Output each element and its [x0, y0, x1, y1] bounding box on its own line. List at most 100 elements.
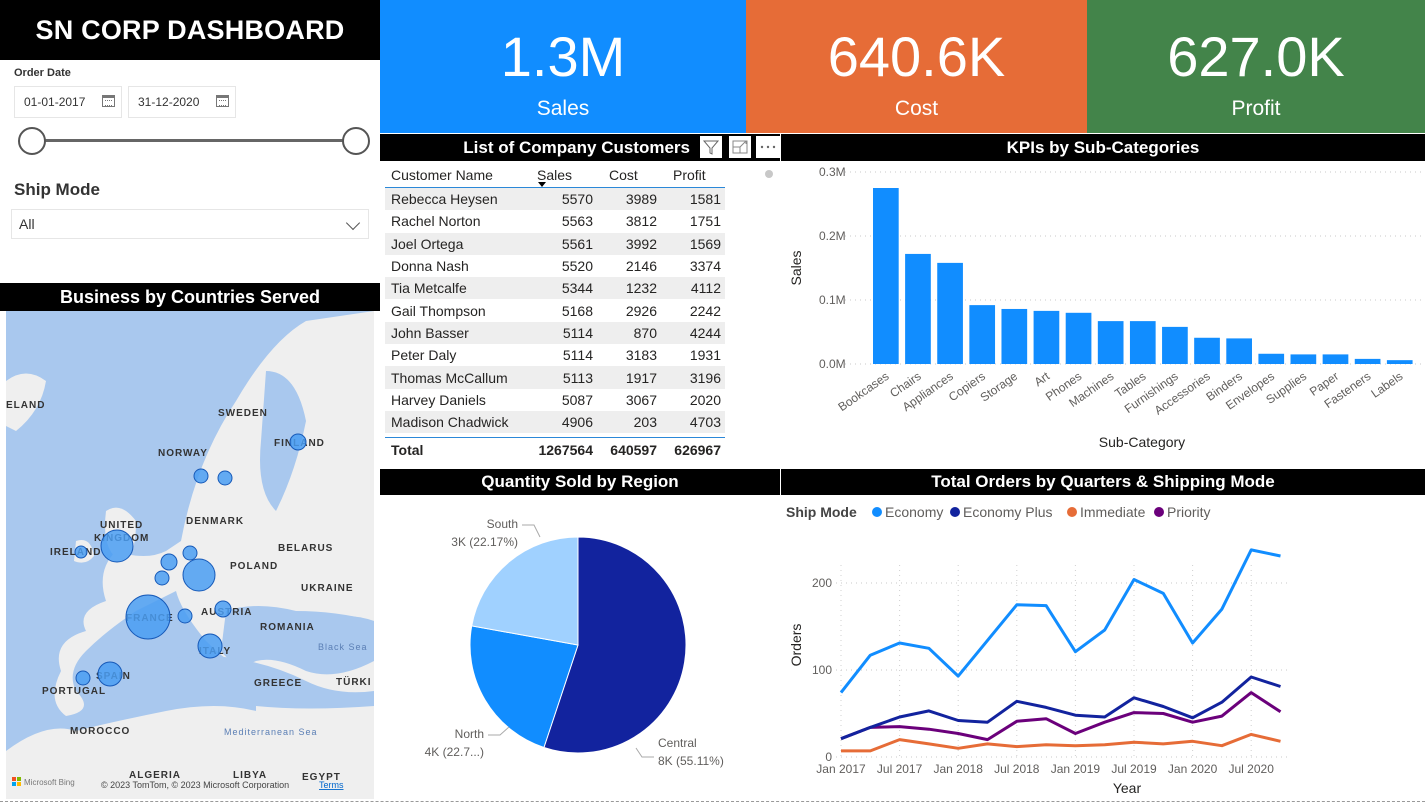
legend-marker[interactable]	[1154, 507, 1164, 517]
table-row[interactable]: Gail Thompson 5168 2926 2242	[385, 299, 725, 321]
map-bubble[interactable]	[182, 558, 216, 592]
map-label: Black Sea	[318, 642, 368, 652]
table-row[interactable]: Harvey Daniels 5087 3067 2020	[385, 389, 725, 411]
bing-logo	[12, 777, 21, 786]
bar-bookcases[interactable]	[873, 188, 899, 364]
x-tick-label: Labels	[1368, 369, 1405, 401]
bar-envelopes[interactable]	[1258, 353, 1285, 364]
kpi-label: Cost	[894, 97, 939, 120]
cell-profit: 4244	[689, 324, 721, 341]
table-row[interactable]: John Basser 5114 870 4244	[385, 321, 725, 345]
table-row[interactable]: Rebecca Heysen 5570 3989 1581	[385, 188, 725, 211]
table-row[interactable]: Joel Ortega 5561 3992 1569	[385, 232, 725, 255]
europe-map[interactable]: ELANDSWEDENFINLANDNORWAYDENMARKUNITEDKIN…	[6, 311, 374, 799]
cell-cost: 2926	[625, 302, 657, 319]
end-date-input[interactable]: 31-12-2020	[128, 86, 236, 118]
bar-supplies[interactable]	[1290, 354, 1317, 364]
line-series-priority[interactable]	[840, 691, 1282, 742]
pie-slice-north[interactable]	[469, 625, 579, 749]
col-header-cost[interactable]: Cost	[609, 166, 638, 183]
map-bubble[interactable]	[289, 433, 307, 451]
col-header-profit[interactable]: Profit	[673, 166, 706, 183]
pie-chart: Central 8K (55.11%) North 4K (22.7...) South…	[425, 517, 724, 768]
legend-marker[interactable]	[1067, 507, 1077, 517]
bar-labels[interactable]	[1386, 360, 1413, 364]
ship-mode-dropdown[interactable]: All	[11, 209, 369, 239]
map-label: DENMARK	[186, 516, 244, 527]
legend-item[interactable]: Economy	[885, 504, 943, 520]
cell-sales: 5168	[561, 302, 593, 319]
table-row[interactable]: Rachel Norton 5563 3812 1751	[385, 210, 725, 232]
cell-sales: 4906	[561, 414, 593, 431]
map-bubble[interactable]	[74, 545, 88, 559]
bar-binders[interactable]	[1226, 338, 1252, 364]
slice-value-label: 4K (22.7...)	[425, 745, 484, 759]
cell-cost: 870	[633, 324, 657, 341]
bar-appliances[interactable]	[937, 262, 963, 364]
map-bubble[interactable]	[214, 600, 232, 618]
date-range-slider-track[interactable]	[32, 139, 357, 142]
bar-accessories[interactable]	[1194, 337, 1220, 364]
map-bubble[interactable]	[217, 470, 233, 486]
kpi-label: Sales	[536, 97, 590, 120]
map-bubble[interactable]	[182, 545, 198, 561]
start-date-input[interactable]: 01-01-2017	[14, 86, 122, 118]
legend-item[interactable]: Immediate	[1080, 504, 1146, 520]
map-bubble[interactable]	[154, 570, 170, 586]
total-sales: 1267564	[538, 441, 593, 458]
legend-marker[interactable]	[872, 507, 882, 517]
map-bubble[interactable]	[97, 661, 123, 687]
scrollbar-thumb[interactable]	[765, 170, 773, 178]
map-bubble[interactable]	[75, 670, 91, 686]
map-bubble[interactable]	[197, 633, 223, 659]
bar-chairs[interactable]	[905, 253, 931, 364]
date-slider-end-handle[interactable]	[342, 127, 370, 155]
filter-button[interactable]	[700, 136, 722, 158]
map-bubble[interactable]	[193, 468, 209, 484]
table-row[interactable]: Tia Metcalfe 5344 1232 4112	[385, 277, 725, 300]
terms-link[interactable]: Terms	[319, 780, 344, 790]
legend-item[interactable]: Priority	[1167, 504, 1211, 520]
more-options-button[interactable]	[756, 136, 780, 158]
bar-tables[interactable]	[1129, 321, 1156, 364]
pie-slice-south[interactable]	[471, 536, 579, 646]
map-bubble[interactable]	[100, 529, 134, 563]
table-row[interactable]: Donna Nash 5520 2146 3374	[385, 255, 725, 277]
calendar-icon[interactable]	[216, 95, 229, 107]
table-row[interactable]: Thomas McCallum 5113 1917 3196	[385, 366, 725, 389]
total-label: Total	[391, 441, 424, 458]
table-row[interactable]: Peter Daly 5114 3183 1931	[385, 344, 725, 366]
line-series-economy-plus[interactable]	[840, 675, 1281, 741]
map-bubble[interactable]	[160, 553, 178, 571]
bar-machines[interactable]	[1097, 321, 1124, 364]
bar-furnishings[interactable]	[1162, 326, 1188, 364]
bar-chart-title: KPIs by Sub-Categories	[781, 134, 1425, 161]
cell-cost: 3183	[625, 347, 657, 364]
legend-marker[interactable]	[950, 507, 960, 517]
chevron-down-icon	[345, 215, 361, 231]
date-slider-start-handle[interactable]	[18, 127, 46, 155]
focus-mode-button[interactable]	[729, 136, 751, 158]
col-header-customer[interactable]: Customer Name	[391, 166, 493, 183]
page-bottom-border	[0, 801, 1425, 802]
x-tick-label: Jan 2017	[816, 762, 866, 776]
pie-slice-central[interactable]	[543, 536, 687, 754]
calendar-icon[interactable]	[102, 95, 115, 107]
line-series-immediate[interactable]	[841, 732, 1281, 753]
cell-sales: 5520	[561, 258, 593, 275]
line-series-economy[interactable]	[839, 548, 1281, 694]
bar-paper[interactable]	[1322, 354, 1349, 364]
bar-fasteners[interactable]	[1354, 358, 1381, 364]
cell-sales: 5087	[561, 391, 593, 408]
bar-phones[interactable]	[1065, 312, 1092, 364]
bar-art[interactable]	[1033, 310, 1060, 364]
legend-item[interactable]: Economy Plus	[963, 504, 1052, 520]
map-bubble[interactable]	[125, 594, 171, 640]
x-axis-title: Year	[1113, 780, 1142, 796]
bar-copiers[interactable]	[969, 305, 996, 364]
col-header-sales[interactable]: Sales	[525, 167, 597, 187]
bar-storage[interactable]	[1001, 308, 1028, 364]
map-label: ELAND	[6, 400, 45, 411]
table-row[interactable]: Madison Chadwick 4906 203 4703	[385, 410, 725, 434]
map-bubble[interactable]	[177, 608, 193, 624]
